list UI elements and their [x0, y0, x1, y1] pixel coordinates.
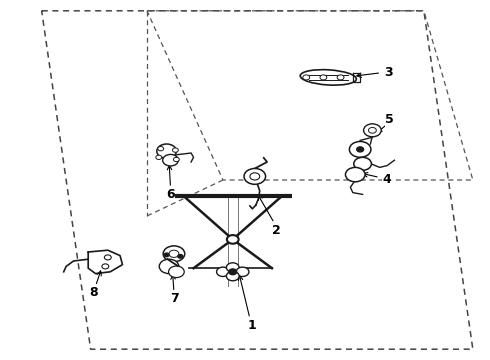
Circle shape: [345, 167, 365, 182]
Circle shape: [368, 127, 376, 133]
Text: 7: 7: [170, 292, 179, 305]
Text: 2: 2: [272, 224, 281, 237]
Circle shape: [226, 263, 239, 272]
Circle shape: [303, 75, 310, 80]
Circle shape: [244, 168, 266, 184]
Circle shape: [337, 75, 344, 80]
Circle shape: [156, 155, 162, 159]
Circle shape: [250, 173, 260, 180]
Circle shape: [320, 75, 327, 80]
Text: 5: 5: [385, 113, 394, 126]
Circle shape: [354, 157, 371, 170]
Circle shape: [236, 267, 249, 276]
Circle shape: [227, 235, 239, 244]
Text: 3: 3: [384, 66, 392, 78]
Text: 8: 8: [89, 286, 98, 299]
Text: 6: 6: [166, 188, 175, 201]
Circle shape: [217, 267, 229, 276]
Circle shape: [163, 154, 178, 166]
Circle shape: [229, 269, 237, 275]
Circle shape: [169, 266, 184, 278]
Circle shape: [172, 148, 178, 152]
Circle shape: [178, 255, 183, 258]
Text: 1: 1: [248, 319, 257, 332]
Circle shape: [159, 259, 179, 274]
Circle shape: [163, 246, 185, 262]
Circle shape: [157, 144, 176, 158]
Circle shape: [104, 255, 111, 260]
Circle shape: [102, 264, 109, 269]
Text: 4: 4: [383, 173, 392, 186]
Circle shape: [173, 157, 179, 162]
Circle shape: [164, 253, 169, 257]
Circle shape: [357, 147, 364, 152]
Circle shape: [364, 124, 381, 137]
Circle shape: [349, 141, 371, 157]
Circle shape: [158, 147, 164, 151]
Circle shape: [226, 271, 239, 281]
Circle shape: [169, 250, 179, 257]
Polygon shape: [88, 250, 122, 274]
